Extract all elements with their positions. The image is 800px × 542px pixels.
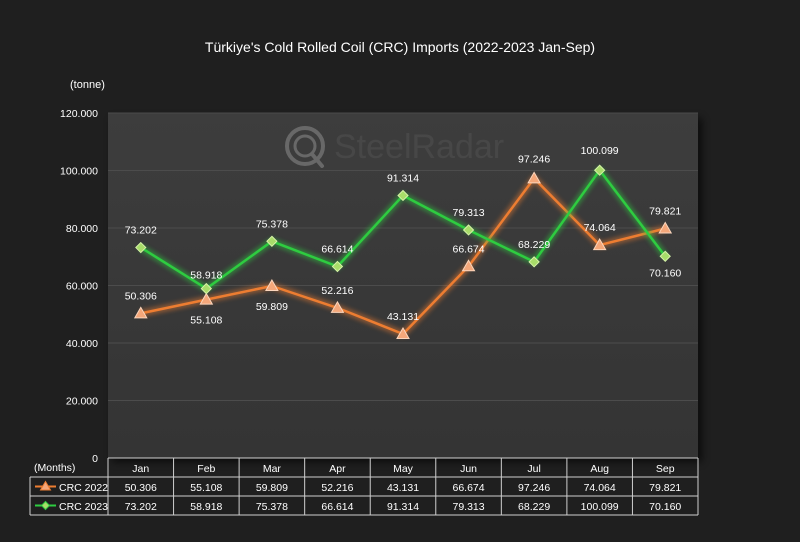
data-point-2022 [133, 306, 148, 319]
legend-triangle-icon [39, 480, 52, 491]
table-cell: 97.246 [518, 482, 550, 494]
data-label: 91.314 [387, 172, 419, 184]
watermark-text: SteelRadar [334, 128, 504, 166]
data-label: 68.229 [518, 239, 550, 251]
data-label: 55.108 [190, 315, 222, 327]
table-cell: 75.378 [256, 501, 288, 513]
data-point-2023 [659, 250, 671, 262]
y-tick-label: 80.000 [66, 223, 98, 235]
data-label: 43.131 [387, 311, 419, 323]
y-tick-label: 20.000 [66, 396, 98, 408]
data-point-2023 [593, 164, 606, 176]
data-label: 75.378 [256, 218, 288, 230]
table-cell: 100.099 [581, 501, 619, 513]
table-cell: 66.674 [452, 482, 484, 494]
data-point-2023 [528, 256, 540, 268]
table-cell: 74.064 [584, 482, 616, 494]
y-tick-label: 60.000 [66, 281, 98, 293]
data-label: 97.246 [518, 153, 550, 165]
data-label: 73.202 [125, 225, 157, 237]
x-tick-label: Mar [263, 463, 282, 475]
y-tick-label: 120.000 [60, 108, 98, 120]
table-cell: 70.160 [649, 501, 681, 513]
x-tick-label: Apr [329, 463, 346, 475]
data-label: 59.809 [256, 301, 288, 313]
table-cell: 73.202 [125, 501, 157, 513]
table-cell: 55.108 [190, 482, 222, 494]
data-point-2022 [658, 221, 673, 234]
x-axis-unit-label: (Months) [34, 462, 75, 474]
watermark-logo-icon [285, 126, 325, 166]
data-point-2023 [266, 235, 278, 247]
table-cell: 52.216 [321, 482, 353, 494]
data-point-2023 [397, 189, 409, 202]
series-markers [133, 164, 673, 339]
watermark: SteelRadar [285, 126, 504, 168]
legend-label: CRC 2022 [59, 482, 108, 494]
data-label: 50.306 [125, 290, 157, 302]
data-labels: 50.306 55.108 59.809 52.216 43.131 66.674 97.2… [125, 145, 682, 326]
table-cell: 91.314 [387, 501, 419, 513]
x-tick-label: Feb [197, 463, 215, 475]
data-label: 52.216 [321, 285, 353, 297]
data-label: 70.160 [649, 267, 681, 279]
table-cell: 79.821 [649, 482, 681, 494]
x-tick-label: Sep [656, 463, 675, 475]
table-cell: 79.313 [452, 501, 484, 513]
data-point-2023 [200, 282, 213, 295]
legend-diamond-icon [40, 500, 51, 511]
data-point-2022 [396, 326, 410, 339]
table-cell: 43.131 [387, 482, 419, 494]
data-point-2022 [199, 292, 214, 305]
y-axis: 0 20.000 40.000 60.000 80.000 100.000 120.000 [60, 108, 98, 465]
data-label: 66.674 [452, 243, 484, 255]
data-point-2023 [462, 224, 475, 236]
data-label: 79.313 [452, 207, 484, 219]
x-tick-label: May [393, 463, 414, 475]
data-point-2022 [330, 300, 345, 313]
chart-title: Türkiye's Cold Rolled Coil (CRC) Imports… [205, 39, 595, 55]
data-point-2023 [331, 260, 344, 273]
x-tick-label: Jun [460, 463, 477, 475]
data-point-2022 [527, 171, 541, 184]
y-axis-unit-label: (tonne) [70, 79, 105, 91]
data-label: 74.064 [584, 222, 616, 234]
table-cell: 50.306 [125, 482, 157, 494]
data-label: 66.614 [321, 243, 353, 255]
y-tick-label: 100.000 [60, 166, 98, 178]
table-cell: 68.229 [518, 501, 550, 513]
data-point-2022 [461, 259, 476, 272]
data-point-2022 [265, 279, 279, 292]
data-label: 79.821 [649, 206, 681, 218]
y-tick-label: 40.000 [66, 338, 98, 350]
data-point-2023 [135, 241, 147, 254]
x-tick-label: Jul [527, 463, 540, 475]
table-cell: 59.809 [256, 482, 288, 494]
data-label: 100.099 [581, 145, 619, 157]
y-tick-label: 0 [92, 453, 98, 465]
data-label: 58.918 [190, 270, 222, 282]
data-point-2022 [592, 238, 607, 251]
table-cell: 66.614 [321, 501, 353, 513]
x-tick-label: Jan [132, 463, 149, 475]
table-cell: 58.918 [190, 501, 222, 513]
x-tick-label: Aug [590, 463, 609, 475]
legend-label: CRC 2023 [59, 501, 108, 513]
data-table: (Months) Jan Feb Mar Apr May Jun Jul Aug Sep CRC 2… [29, 457, 699, 516]
